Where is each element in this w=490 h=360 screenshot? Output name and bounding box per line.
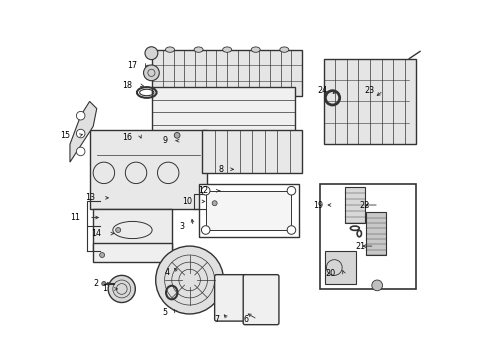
Bar — [93, 208, 172, 251]
Circle shape — [212, 201, 217, 206]
Circle shape — [76, 129, 85, 138]
Text: 10: 10 — [182, 197, 192, 206]
Circle shape — [174, 132, 180, 138]
FancyBboxPatch shape — [215, 275, 248, 321]
Text: 5: 5 — [162, 308, 167, 317]
Text: 16: 16 — [122, 132, 132, 141]
Ellipse shape — [166, 47, 174, 52]
Text: 8: 8 — [219, 165, 223, 174]
Bar — [152, 87, 295, 137]
Text: 1: 1 — [102, 284, 107, 293]
Polygon shape — [70, 102, 97, 162]
Text: 4: 4 — [165, 268, 170, 277]
Text: 7: 7 — [214, 315, 220, 324]
Circle shape — [372, 280, 383, 291]
Circle shape — [201, 186, 210, 195]
Bar — [152, 50, 302, 96]
Text: 24: 24 — [317, 86, 327, 95]
Bar — [90, 130, 207, 208]
Text: 6: 6 — [244, 315, 248, 324]
Circle shape — [76, 147, 85, 156]
Circle shape — [116, 228, 121, 233]
Bar — [367, 212, 386, 255]
Circle shape — [201, 226, 210, 234]
FancyBboxPatch shape — [243, 275, 279, 325]
Circle shape — [76, 111, 85, 120]
Text: 23: 23 — [364, 86, 374, 95]
Bar — [202, 130, 302, 173]
Bar — [345, 187, 365, 223]
Bar — [325, 251, 356, 284]
Text: 13: 13 — [85, 193, 95, 202]
Circle shape — [145, 47, 158, 60]
Ellipse shape — [222, 47, 232, 52]
Ellipse shape — [194, 47, 203, 52]
Text: 17: 17 — [127, 61, 137, 70]
Circle shape — [287, 226, 296, 234]
Text: 19: 19 — [314, 201, 323, 210]
Ellipse shape — [108, 275, 135, 302]
Bar — [320, 184, 416, 289]
Text: 2: 2 — [94, 279, 98, 288]
Ellipse shape — [280, 47, 289, 52]
Text: 22: 22 — [360, 201, 370, 210]
Text: 9: 9 — [162, 136, 168, 145]
Circle shape — [156, 246, 223, 314]
Text: 11: 11 — [70, 213, 80, 222]
Ellipse shape — [251, 47, 260, 52]
Circle shape — [287, 186, 296, 195]
Text: 20: 20 — [325, 269, 335, 278]
Circle shape — [102, 282, 106, 286]
Text: 18: 18 — [122, 81, 132, 90]
Text: 12: 12 — [198, 186, 208, 195]
Bar — [93, 243, 172, 262]
Circle shape — [144, 65, 159, 81]
Text: 14: 14 — [92, 229, 101, 238]
Bar — [206, 191, 292, 230]
Circle shape — [99, 252, 104, 257]
Text: 3: 3 — [179, 222, 184, 231]
Bar — [198, 184, 298, 237]
Text: 15: 15 — [60, 131, 70, 140]
Text: 21: 21 — [356, 242, 366, 251]
Bar — [323, 59, 416, 144]
